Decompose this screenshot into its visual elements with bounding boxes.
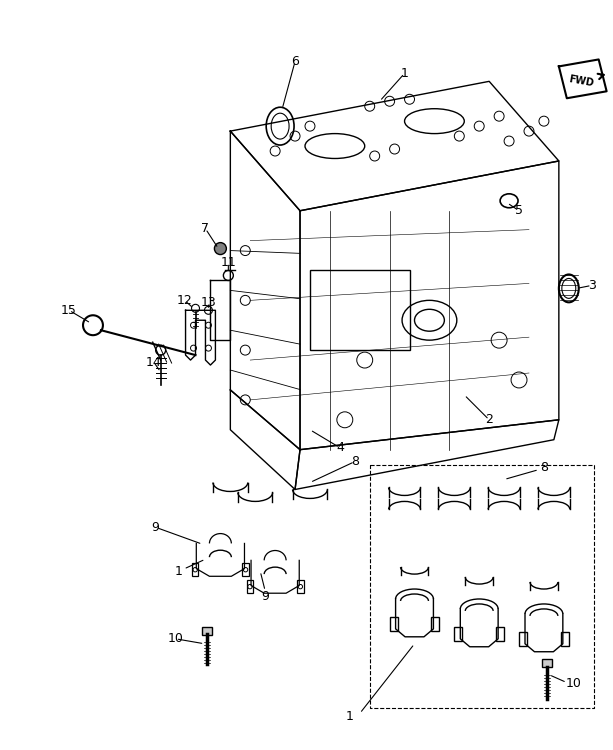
- Bar: [454, 627, 462, 640]
- Bar: [246, 580, 253, 593]
- Text: 11: 11: [221, 256, 236, 269]
- Bar: [310, 271, 409, 350]
- Text: 10: 10: [168, 632, 183, 645]
- Text: 10: 10: [566, 677, 582, 690]
- Text: 12: 12: [177, 294, 192, 307]
- Text: 1: 1: [401, 67, 408, 80]
- Text: 3: 3: [588, 279, 596, 292]
- Text: FWD: FWD: [568, 74, 594, 88]
- Text: 1: 1: [175, 565, 183, 578]
- Text: 2: 2: [485, 413, 493, 426]
- Bar: [192, 563, 199, 576]
- Text: 9: 9: [261, 590, 269, 604]
- Bar: [561, 632, 569, 646]
- Bar: [519, 632, 527, 646]
- Text: 5: 5: [515, 204, 523, 218]
- Text: 6: 6: [291, 55, 299, 68]
- Text: 13: 13: [200, 296, 216, 309]
- Bar: [390, 617, 398, 631]
- Text: 9: 9: [152, 520, 159, 534]
- Text: 8: 8: [351, 455, 359, 468]
- Text: 4: 4: [336, 441, 344, 454]
- Bar: [202, 627, 213, 634]
- Bar: [496, 627, 504, 640]
- Bar: [432, 617, 440, 631]
- Text: 1: 1: [346, 710, 354, 723]
- Circle shape: [215, 242, 226, 254]
- Text: 7: 7: [202, 222, 210, 236]
- Bar: [542, 658, 552, 667]
- Bar: [242, 563, 249, 576]
- Text: 15: 15: [61, 304, 77, 316]
- Bar: [297, 580, 303, 593]
- Text: 8: 8: [540, 461, 548, 474]
- Text: 14: 14: [146, 356, 162, 368]
